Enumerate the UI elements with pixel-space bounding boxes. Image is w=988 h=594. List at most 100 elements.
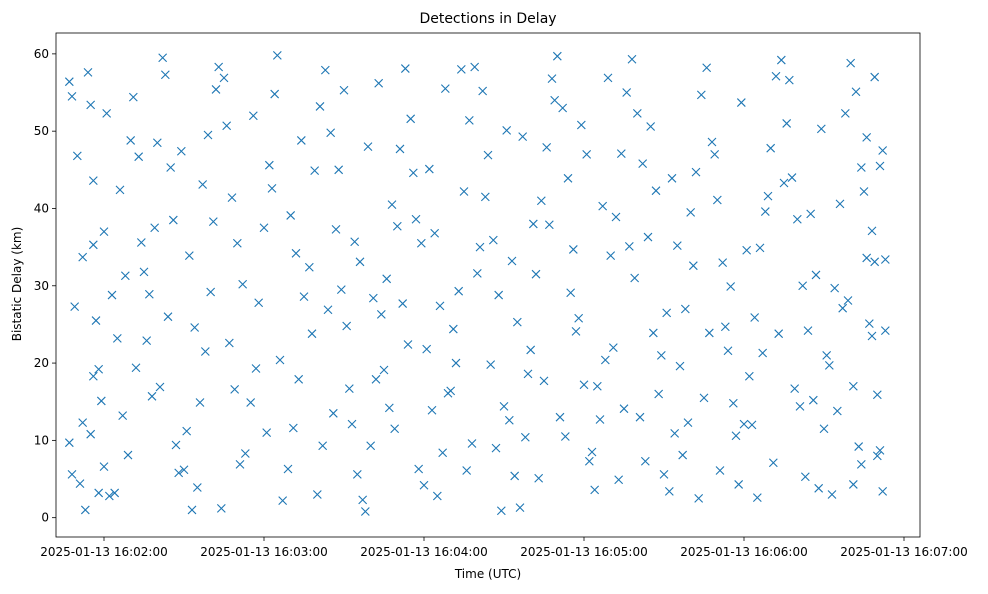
data-point-237 [736,98,746,107]
data-point-296 [688,261,698,271]
data-point-255 [211,85,221,94]
data-point-158 [792,214,802,224]
data-point-186 [182,426,192,436]
data-point-89 [422,344,432,354]
data-point-60 [264,160,274,170]
data-point-121 [595,415,605,424]
y-tick-label-6: 60 [34,47,49,61]
data-point-17 [94,488,104,498]
data-point-263 [344,384,354,393]
data-point-216 [512,317,522,327]
data-point-3 [70,302,80,312]
data-point-142 [707,137,717,147]
data-point-257 [251,364,261,373]
data-point-19 [104,491,114,501]
data-point-276 [475,242,485,252]
data-point-151 [755,243,765,253]
data-point-218 [534,473,544,483]
data-point-305 [784,75,794,85]
data-point-169 [851,87,861,97]
data-point-242 [790,384,800,393]
data-point-41 [179,465,189,475]
data-point-286 [582,149,592,159]
data-point-203 [379,365,389,375]
data-point-238 [747,420,757,430]
data-point-295 [678,450,688,460]
data-point-251 [96,396,106,406]
x-axis-ticks: 2025-01-13 16:02:00 2025-01-13 16:03:00 20… [40,537,968,559]
data-point-54 [224,338,234,348]
data-point-275 [467,439,477,448]
data-point-52 [227,193,237,203]
data-point-175 [872,390,882,400]
data-point-130 [643,232,653,242]
data-point-298 [710,149,720,159]
data-point-278 [496,506,506,516]
data-point-23 [112,333,122,343]
data-point-179 [848,480,858,489]
data-point-259 [291,248,301,258]
y-axis-label: Bistatic Delay (km) [10,227,24,342]
data-point-221 [566,288,576,298]
data-point-164 [824,361,834,370]
data-point-25 [120,271,130,281]
data-point-176 [867,226,877,236]
y-tick-label-1: 10 [34,433,49,447]
data-point-132 [654,389,664,399]
data-point-247 [843,296,853,305]
data-point-149 [744,371,754,381]
data-point-224 [598,201,608,211]
x-tick-label-3: 2025-01-13 16:05:00 [520,545,647,559]
data-point-261 [323,305,333,315]
data-point-68 [304,262,314,272]
data-point-96 [459,187,469,196]
data-point-182 [131,363,141,373]
data-point-248 [854,442,864,451]
data-point-38 [155,382,165,392]
x-tick-label-2: 2025-01-13 16:04:00 [360,545,487,559]
data-point-315 [870,72,880,82]
data-point-294 [667,173,677,183]
data-point-162 [814,483,824,493]
data-point-166 [835,199,845,209]
data-point-213 [480,192,490,202]
data-point-174 [878,487,888,496]
data-point-88 [416,238,426,248]
data-point-292 [646,122,656,131]
data-point-208 [430,228,440,238]
data-point-51 [222,121,232,131]
data-point-58 [254,298,264,308]
data-point-55 [230,384,240,394]
data-point-154 [771,71,781,81]
data-point-24 [118,411,128,421]
data-point-146 [728,398,738,408]
data-point-183 [144,289,154,299]
data-point-8 [86,429,96,439]
data-point-240 [768,458,778,468]
data-point-22 [107,290,117,300]
data-point-49 [214,62,224,72]
data-point-299 [720,322,730,332]
data-point-212 [472,269,482,278]
data-point-165 [830,283,840,293]
data-point-300 [731,431,741,441]
data-point-126 [622,88,632,97]
data-point-287 [592,381,602,391]
data-point-65 [288,423,298,433]
data-point-53 [232,238,242,248]
data-point-18 [99,462,109,472]
data-point-210 [451,358,461,368]
data-point-127 [627,54,637,64]
data-point-172 [867,331,877,341]
data-point-189 [216,504,226,513]
data-point-209 [440,84,450,94]
data-point-206 [408,168,418,178]
data-point-27 [128,92,138,102]
data-point-46 [206,287,216,297]
data-point-133 [659,469,669,479]
data-point-140 [696,90,706,100]
data-point-313 [870,257,880,267]
data-point-26 [126,136,136,145]
data-point-265 [363,142,373,152]
